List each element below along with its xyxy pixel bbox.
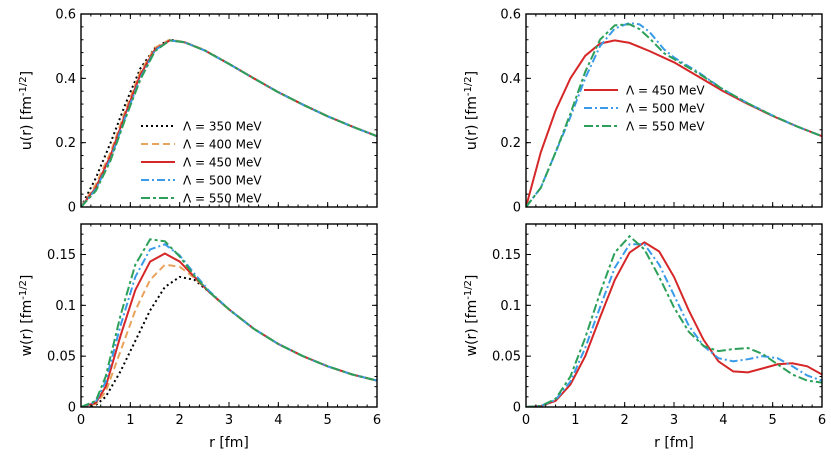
legend-label: Λ = 500 MeV: [626, 102, 705, 116]
series-line-1: [526, 243, 822, 407]
legend-label: Λ = 550 MeV: [626, 120, 705, 134]
legend-label: Λ = 450 MeV: [626, 84, 705, 98]
y-axis-label: w(r) [fm-1/2]: [463, 275, 481, 357]
plot-frame: [80, 223, 378, 408]
x-tick-label: 0: [77, 413, 85, 428]
legend-label: Λ = 550 MeV: [183, 192, 262, 206]
y-tick-label: 0: [513, 201, 521, 216]
x-axis-label: r [fm]: [209, 435, 249, 451]
series-line-2: [526, 234, 822, 407]
legend-label: Λ = 450 MeV: [183, 156, 262, 170]
y-tick-label: 0.4: [500, 72, 521, 87]
y-tick-label: 0.4: [55, 72, 76, 87]
series-line-0: [81, 275, 377, 407]
y-tick-label: 0.6: [55, 8, 76, 23]
panel-top-left: 0 0.2 0.4 0.6 u(r) [fm-1/2] Λ = 350 MeV Λ = 40…: [18, 8, 378, 216]
series-line-1: [81, 263, 377, 407]
y-tick-label: 0.15: [492, 248, 521, 263]
x-tick-label: 6: [373, 413, 381, 428]
panel-bottom-left: 0 1 2 3 4 5 6 0 0.05 0.1 0.15 w(r) [fm-1/2] r [fm]: [18, 223, 381, 451]
series-line-4: [81, 39, 377, 207]
x-tick-label: 0: [522, 413, 530, 428]
y-tick-label: 0: [68, 401, 76, 416]
x-tick-label: 2: [621, 413, 629, 428]
x-tick-label: 4: [274, 413, 282, 428]
x-tick-label: 4: [719, 413, 727, 428]
y-tick-label: 0.2: [55, 136, 76, 151]
x-tick-label: 1: [126, 413, 134, 428]
panel-bottom-right: 0 1 2 3 4 5 6 0 0.05 0.1 0.15 w(r) [fm-1/2] r [fm]: [463, 223, 826, 451]
x-tick-label: 3: [670, 413, 678, 428]
y-tick-label: 0.1: [500, 299, 521, 314]
panel-top-right: 0 0.2 0.4 0.6 u(r) [fm-1/2] Λ = 450 MeV Λ = 50…: [463, 8, 823, 216]
legend-label: Λ = 350 MeV: [183, 120, 262, 134]
legend-label: Λ = 400 MeV: [183, 138, 262, 152]
x-tick-label: 5: [324, 413, 332, 428]
y-tick-label: 0.05: [492, 350, 521, 365]
x-tick-label: 6: [818, 413, 826, 428]
series-line-2: [526, 23, 822, 207]
x-tick-label: 3: [225, 413, 233, 428]
x-tick-label: 5: [769, 413, 777, 428]
series-line-0: [526, 241, 822, 407]
y-tick-label: 0.15: [47, 248, 76, 263]
legend: Λ = 450 MeV Λ = 500 MeV Λ = 550 MeV: [584, 84, 705, 134]
y-axis-label: u(r) [fm-1/2]: [18, 71, 36, 150]
plot-frame: [525, 223, 823, 408]
y-tick-label: 0.1: [55, 299, 76, 314]
y-tick-label: 0.6: [500, 8, 521, 23]
x-tick-label: 1: [571, 413, 579, 428]
x-axis-label: r [fm]: [654, 435, 694, 451]
y-tick-label: 0.05: [47, 350, 76, 365]
y-axis-label: u(r) [fm-1/2]: [463, 71, 481, 150]
legend: Λ = 350 MeV Λ = 400 MeV Λ = 450 MeV Λ = 500…: [141, 120, 262, 206]
series-line-4: [81, 238, 377, 407]
x-tick-label: 2: [176, 413, 184, 428]
series-line-3: [81, 243, 377, 407]
y-tick-label: 0.2: [500, 136, 521, 151]
legend-label: Λ = 500 MeV: [183, 174, 262, 188]
y-axis-label: w(r) [fm-1/2]: [18, 275, 36, 357]
y-tick-label: 0: [513, 401, 521, 416]
y-tick-label: 0: [68, 201, 76, 216]
series-line-2: [81, 252, 377, 407]
